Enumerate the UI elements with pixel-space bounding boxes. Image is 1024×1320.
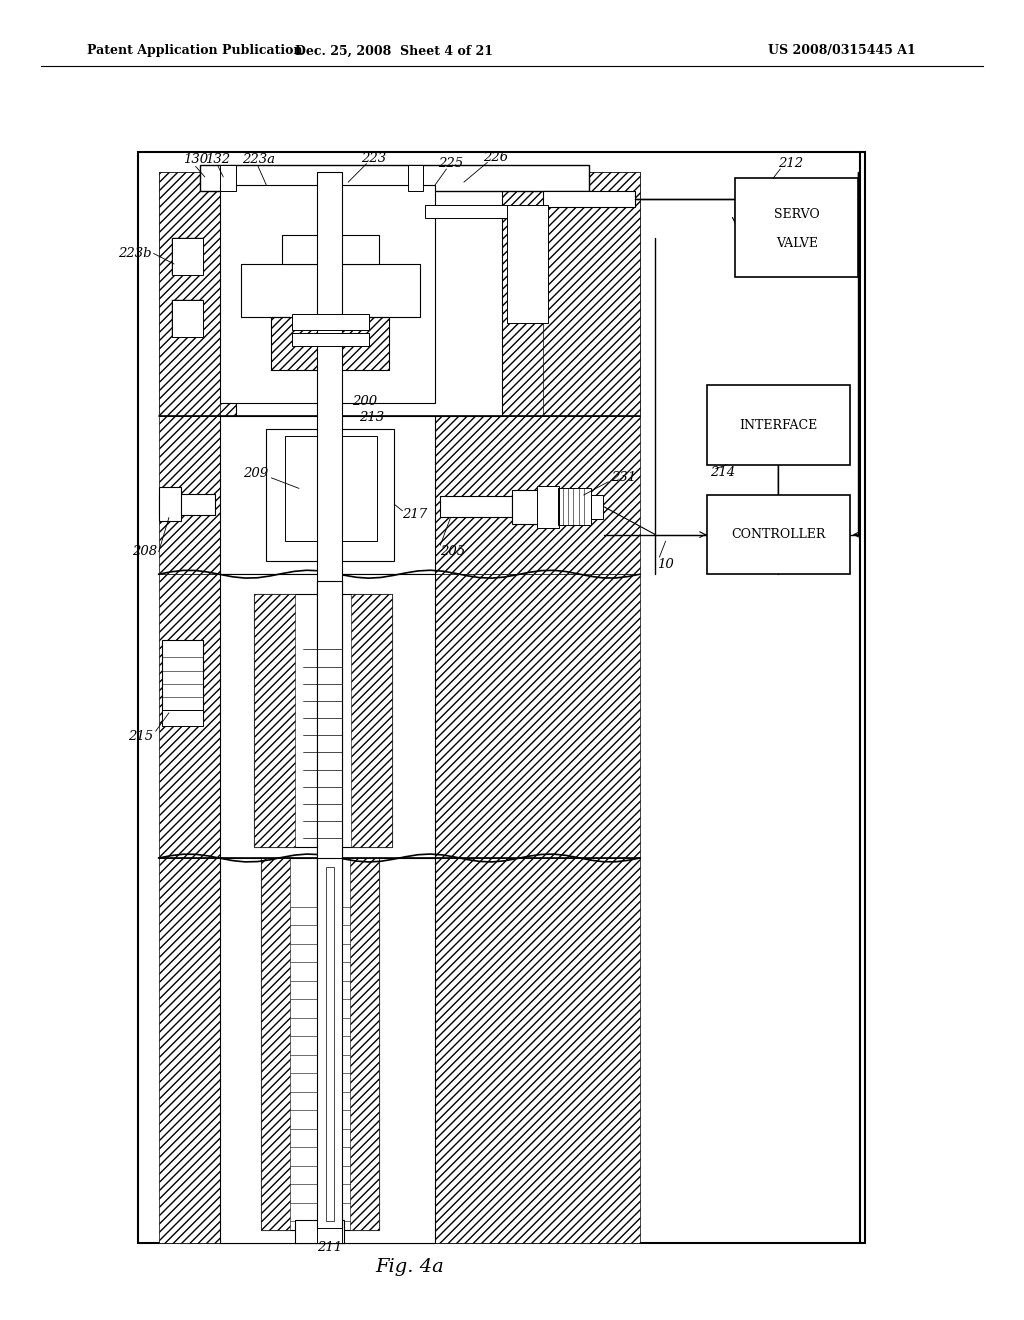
Text: 226: 226 bbox=[483, 150, 508, 164]
Bar bbox=[271, 317, 389, 370]
Bar bbox=[172, 238, 203, 275]
Bar bbox=[261, 858, 379, 1230]
Bar bbox=[220, 185, 435, 403]
Bar bbox=[261, 858, 290, 1230]
Bar bbox=[254, 594, 392, 847]
Bar bbox=[282, 235, 379, 264]
Text: 217: 217 bbox=[402, 508, 428, 521]
Bar bbox=[138, 152, 865, 1243]
Bar bbox=[285, 436, 377, 541]
Text: 213: 213 bbox=[358, 411, 384, 424]
Text: 130: 130 bbox=[183, 153, 208, 166]
Bar bbox=[440, 496, 512, 517]
Bar bbox=[159, 574, 640, 858]
Bar bbox=[159, 416, 640, 574]
Bar bbox=[172, 238, 203, 275]
Bar bbox=[159, 172, 220, 416]
Text: 223: 223 bbox=[361, 152, 386, 165]
Text: CONTROLLER: CONTROLLER bbox=[731, 528, 825, 541]
Bar bbox=[236, 172, 502, 416]
Text: 231: 231 bbox=[611, 471, 637, 484]
Text: US 2008/0315445 A1: US 2008/0315445 A1 bbox=[768, 45, 915, 57]
Text: VALVE: VALVE bbox=[775, 238, 818, 249]
Text: 214: 214 bbox=[710, 466, 735, 479]
Text: 200: 200 bbox=[351, 395, 377, 408]
Bar bbox=[735, 178, 858, 277]
Text: Fig. 4a: Fig. 4a bbox=[375, 1258, 444, 1276]
Bar bbox=[271, 317, 389, 370]
Text: INTERFACE: INTERFACE bbox=[739, 418, 817, 432]
Text: 223b: 223b bbox=[118, 247, 152, 260]
Bar bbox=[507, 205, 548, 323]
Bar bbox=[317, 1228, 342, 1243]
Text: 10: 10 bbox=[657, 558, 674, 572]
Text: 215: 215 bbox=[128, 730, 154, 743]
Bar bbox=[537, 486, 559, 528]
Bar bbox=[162, 710, 203, 726]
Bar bbox=[512, 490, 538, 524]
Bar bbox=[172, 300, 203, 337]
Bar bbox=[266, 429, 394, 561]
Text: 132: 132 bbox=[206, 153, 230, 166]
Bar bbox=[326, 867, 334, 1221]
Text: 205: 205 bbox=[440, 545, 466, 558]
Bar bbox=[241, 264, 420, 317]
Bar bbox=[159, 858, 640, 1243]
Bar bbox=[707, 495, 850, 574]
Bar bbox=[351, 594, 392, 847]
Text: Dec. 25, 2008  Sheet 4 of 21: Dec. 25, 2008 Sheet 4 of 21 bbox=[295, 45, 494, 57]
Bar bbox=[558, 488, 591, 525]
Bar bbox=[220, 858, 435, 1243]
Bar bbox=[543, 172, 640, 416]
Bar bbox=[159, 494, 215, 515]
Bar bbox=[254, 594, 295, 847]
Text: 211: 211 bbox=[317, 1241, 342, 1254]
Bar bbox=[220, 574, 435, 858]
Text: Patent Application Publication: Patent Application Publication bbox=[87, 45, 302, 57]
Bar bbox=[510, 267, 541, 304]
Bar bbox=[292, 314, 369, 330]
Bar bbox=[558, 488, 591, 525]
Bar bbox=[162, 640, 203, 719]
Bar bbox=[159, 172, 640, 416]
Bar bbox=[172, 300, 203, 337]
Bar bbox=[200, 165, 589, 191]
Text: 223a: 223a bbox=[242, 153, 274, 166]
Bar bbox=[241, 264, 420, 317]
Text: SERVO: SERVO bbox=[774, 209, 819, 220]
Bar bbox=[707, 385, 850, 465]
Bar bbox=[292, 333, 369, 346]
Bar bbox=[317, 581, 342, 924]
Bar bbox=[591, 495, 603, 519]
Bar bbox=[220, 416, 435, 574]
Bar bbox=[159, 487, 181, 521]
Bar bbox=[317, 172, 342, 924]
Bar bbox=[220, 165, 236, 191]
Text: 208: 208 bbox=[131, 545, 157, 558]
Bar bbox=[350, 858, 379, 1230]
Bar bbox=[317, 858, 342, 1230]
Text: 209: 209 bbox=[243, 467, 268, 480]
Bar bbox=[408, 165, 423, 191]
Bar bbox=[543, 191, 635, 207]
Text: 212: 212 bbox=[778, 157, 804, 170]
Text: 225: 225 bbox=[438, 157, 463, 170]
Bar bbox=[295, 1220, 344, 1243]
Bar bbox=[425, 205, 543, 218]
